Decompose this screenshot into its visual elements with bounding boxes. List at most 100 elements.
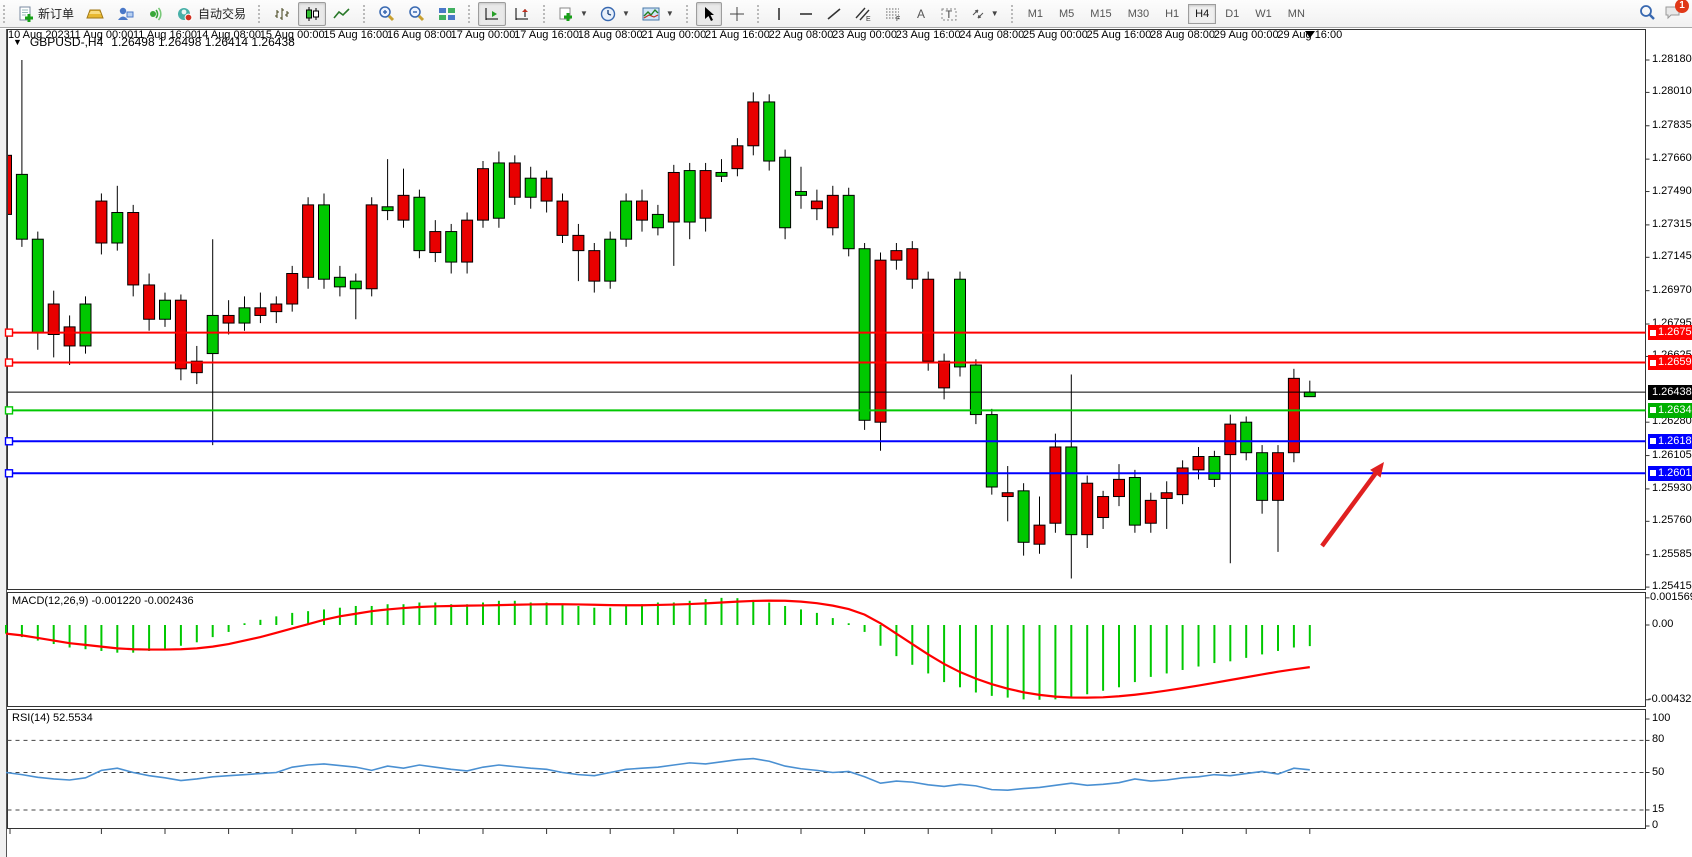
date-label: 23 Aug 00:00 — [832, 29, 898, 41]
timeframe-button-m15[interactable]: M15 — [1090, 7, 1112, 20]
toolbar-grip — [362, 3, 368, 24]
history-center-button[interactable] — [81, 2, 109, 26]
periods-button[interactable]: ▼ — [595, 2, 635, 26]
date-label: 15 Aug 00:00 — [259, 29, 325, 41]
price-line-badge[interactable]: 1.26593 — [1648, 355, 1692, 371]
shapes-button[interactable]: ▼ — [965, 2, 1004, 26]
date-label: 25 Aug 00:00 — [1022, 29, 1088, 41]
trendline-button[interactable] — [821, 2, 847, 26]
rsi-tick-label: 100 — [1652, 712, 1671, 724]
autotrading-button[interactable]: 自动交易 — [171, 2, 251, 26]
notifications-button[interactable]: 1 — [1664, 0, 1689, 23]
price-tick-label: 1.26970 — [1652, 283, 1692, 296]
autotrading-label: 自动交易 — [198, 7, 247, 21]
timeframe-button-m30[interactable]: M30 — [1127, 7, 1150, 20]
symbol-period-label: GBPUSD-,H4 — [29, 35, 104, 49]
new-chart-button[interactable]: ▼ — [553, 2, 593, 26]
candlestick-chart-button[interactable] — [298, 1, 327, 26]
date-label: 18 Aug 08:00 — [577, 29, 643, 41]
timeframe-button-h1[interactable]: H1 — [1165, 7, 1180, 20]
zoom-in-button[interactable] — [373, 2, 401, 26]
chart-window: ▼ GBPUSD-,H4 1.26498 1.26498 1.26414 1.2… — [0, 29, 1692, 857]
date-label: 10 Aug 2023 — [8, 29, 70, 41]
autotrading-icon — [176, 6, 194, 22]
timeframe-button-h4[interactable]: H4 — [1188, 3, 1217, 24]
date-label: 14 Aug 08:00 — [196, 29, 262, 41]
trade-group: 新订单 自动交易 — [9, 0, 255, 28]
bar-chart-button[interactable] — [268, 2, 296, 26]
signal-icon — [146, 6, 164, 22]
vertical-line-button[interactable] — [767, 2, 791, 26]
price-line-badge[interactable]: 1.26180 — [1648, 433, 1692, 449]
cursor-group — [692, 0, 754, 28]
price-tick-label: 1.25930 — [1652, 481, 1692, 494]
chevron-down-icon: ▼ — [621, 9, 630, 18]
ohlc-values: 1.26498 1.26498 1.26414 1.26438 — [111, 35, 295, 49]
macd-tick-label: -0.004322 — [1648, 692, 1692, 705]
text-button[interactable]: A — [909, 2, 933, 26]
horizontal-line-button[interactable] — [793, 2, 819, 26]
tile-windows-button[interactable] — [433, 2, 461, 26]
chevron-down-icon: ▼ — [990, 9, 999, 18]
date-label: 28 Aug 08:00 — [1150, 29, 1216, 41]
date-label: 22 Aug 08:00 — [768, 29, 834, 41]
price-line-badge[interactable]: 1.26012 — [1648, 465, 1692, 481]
auto-scroll-button[interactable] — [478, 1, 507, 26]
terminal-button[interactable] — [111, 2, 139, 26]
timeframe-button-d1[interactable]: D1 — [1225, 7, 1240, 20]
person-computer-icon — [116, 6, 134, 22]
date-label: 17 Aug 00:00 — [450, 29, 516, 41]
templates-button[interactable]: ▼ — [637, 2, 679, 26]
new-order-button[interactable]: 新订单 — [13, 2, 79, 26]
price-tick-label: 1.25585 — [1652, 547, 1692, 560]
price-tick-label: 1.27835 — [1652, 118, 1692, 131]
timeframe-button-mn[interactable]: MN — [1287, 7, 1305, 20]
price-line-badge[interactable]: 1.26342 — [1648, 402, 1692, 418]
chevron-down-icon: ▼ — [580, 9, 588, 18]
text-label-button[interactable]: T — [935, 2, 963, 26]
toolbar-grip — [684, 3, 690, 24]
timeframe-button-m5[interactable]: M5 — [1059, 7, 1075, 20]
chart-canvas[interactable] — [0, 29, 1692, 857]
rsi-label: RSI(14) 52.5534 — [12, 712, 93, 724]
date-label: 29 Aug 16:00 — [1277, 29, 1343, 41]
line-handle-icon — [1650, 470, 1656, 477]
line-handle-icon — [1650, 407, 1656, 414]
line-handle-icon — [1650, 359, 1656, 366]
price-tick-label: 1.28180 — [1652, 53, 1692, 65]
price-tick-label: 1.27145 — [1652, 250, 1692, 263]
rsi-title: RSI(14) — [12, 712, 50, 724]
date-label: 24 Aug 08:00 — [959, 29, 1025, 41]
price-tick-label: 1.27660 — [1652, 152, 1692, 165]
price-tick-label: 1.28010 — [1652, 85, 1692, 98]
price-tick-label: 1.27315 — [1652, 217, 1692, 230]
new-objects-group: ▼ ▼ ▼ — [549, 0, 683, 28]
date-label: 23 Aug 16:00 — [895, 29, 961, 41]
price-tick-label: 1.26105 — [1652, 448, 1692, 461]
signals-button[interactable] — [141, 2, 169, 26]
price-line-badge[interactable]: 1.26750 — [1648, 325, 1692, 341]
chart-shift-button[interactable] — [508, 2, 536, 26]
notification-badge: 1 — [1675, 0, 1689, 13]
equidistant-channel-button[interactable]: E — [849, 2, 877, 26]
objects-group: E F A T ▼ — [763, 0, 1008, 28]
zoom-out-button[interactable] — [403, 2, 431, 26]
macd-values: -0.001220 -0.002436 — [91, 595, 194, 607]
crosshair-button[interactable] — [724, 2, 750, 26]
price-tick-label: 1.27490 — [1652, 184, 1692, 197]
collapse-triangle-icon[interactable]: ▼ — [13, 37, 22, 47]
date-label: 21 Aug 00:00 — [641, 29, 707, 41]
date-label: 29 Aug 00:00 — [1213, 29, 1279, 41]
line-chart-button[interactable] — [328, 2, 356, 26]
toolbar-grip — [467, 3, 473, 24]
timeframe-button-w1[interactable]: W1 — [1255, 7, 1272, 20]
toolbar-grip — [257, 3, 263, 24]
svg-text:F: F — [896, 16, 900, 22]
zoom-group — [369, 0, 465, 28]
fibonacci-button[interactable]: F — [879, 2, 907, 26]
timeframe-button-m1[interactable]: M1 — [1027, 7, 1043, 20]
search-icon[interactable] — [1638, 3, 1656, 24]
date-label: 17 Aug 16:00 — [514, 29, 580, 41]
date-label: 11 Aug 00:00 — [69, 29, 134, 41]
cursor-button[interactable] — [695, 1, 722, 26]
